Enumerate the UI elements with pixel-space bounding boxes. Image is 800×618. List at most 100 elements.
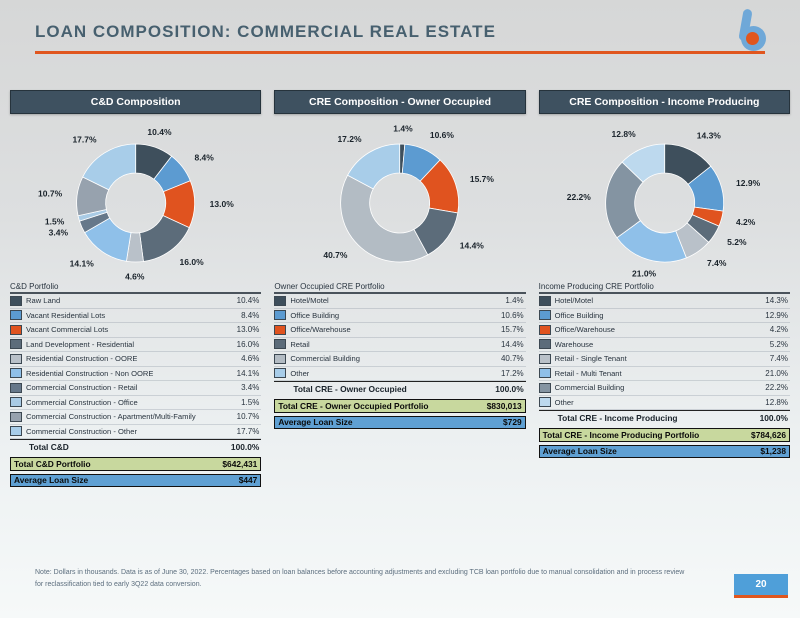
legend-row: Other 12.8% [538,396,790,410]
donut-slice-label: 4.6% [125,271,145,281]
panel-cd-composition: C&D Composition 10.4% 8.4% 13.0% 16.0% 4.6% 1… [10,90,262,487]
legend-row: Office/Warehouse 15.7% [274,323,526,338]
legend-value: 22.2% [765,383,788,393]
legend-row: Commercial Construction - Office 1.5% [10,396,262,410]
portfolio-label: Total CRE - Income Producing Portfolio [542,429,700,440]
legend-row: Residential Construction - Non OORE 14.1% [10,367,262,381]
donut-slice-label: 8.4% [194,152,214,162]
legend-value: 3.4% [241,383,260,393]
donut-slice-label: 14.4% [460,240,485,250]
donut-slice-label: 16.0% [180,257,205,267]
legend-swatch [538,295,551,306]
legend-row: Vacant Commercial Lots 13.0% [10,323,262,338]
panel-cre-owner-occupied: CRE Composition - Owner Occupied 1.4% 10.… [274,90,526,487]
legend-value: 14.3% [765,296,788,306]
legend-label: Commercial Construction - Apartment/Mult… [26,412,196,422]
donut-slice-label: 1.4% [394,123,414,133]
legend-value: 1.4% [505,296,524,306]
legend-value: 12.9% [765,310,788,320]
donut-slice-label: 4.2% [736,217,756,227]
donut-svg: 14.3% 12.9% 4.2% 5.2% 7.4% 21.0% 22.2% 12.8% [566,129,760,278]
slide-header: LOAN COMPOSITION: COMMERCIAL REAL ESTATE [0,0,800,54]
legend-row: Office Building 10.6% [274,309,526,323]
legend-label: Commercial Construction - Other [26,426,137,436]
legend-label: Commercial Building [290,354,360,364]
average-loan-size-row: Average Loan Size $1,238 [538,444,790,458]
legend-row: Commercial Construction - Retail 3.4% [10,381,262,396]
legend-label: Commercial Building [554,383,625,393]
owner-occupied-donut-chart: 1.4% 10.6% 15.7% 14.4% 40.7% 17.2% [274,116,525,282]
legend-label: Vacant Residential Lots [26,310,106,320]
legend-label: Residential Construction - Non OORE [26,368,154,378]
legend-label: Other [290,368,310,378]
legend-label: Land Development - Residential [26,339,135,349]
owner-occupied-portfolio-table: Owner Occupied CRE Portfolio Hotel/Motel… [274,282,526,429]
legend-row: Commercial Construction - Apartment/Mult… [10,410,262,425]
donut-slice [340,174,429,263]
portfolio-value: $642,431 [222,458,258,469]
legend-row: Other 17.2% [274,367,526,381]
donut-slice-label: 14.1% [70,258,95,268]
legend-swatch [10,426,22,437]
panel-title: C&D Composition [90,96,181,108]
legend-row: Vacant Residential Lots 8.4% [10,309,262,323]
avg-value: $447 [238,475,258,486]
legend-value: 8.4% [241,310,260,320]
legend-row: Hotel/Motel 1.4% [274,294,526,309]
legend-label: Office/Warehouse [554,325,616,335]
donut-slice-label: 22.2% [566,192,591,202]
donut-slice-label: 1.5% [45,217,65,227]
donut-slice-label: 17.7% [72,134,97,144]
legend-row: Commercial Building 40.7% [274,352,526,367]
donut-slice-label: 15.7% [470,174,495,184]
legend-row: Raw Land 10.4% [10,294,262,309]
portfolio-value: $830,013 [486,400,522,411]
legend-row: Office/Warehouse 4.2% [538,323,790,338]
legend-row: Office Building 12.9% [538,309,790,323]
legend-swatch [10,368,22,379]
legend-swatch [538,397,551,408]
portfolio-label: Total CRE - Owner Occupied Portfolio [278,400,429,411]
legend-label: Commercial Construction - Office [26,397,138,407]
legend-row: Retail - Single Tenant 7.4% [538,352,790,367]
total-value: 100.0% [230,442,260,452]
donut-slice-label: 10.6% [430,130,455,140]
income-producing-donut-chart: 14.3% 12.9% 4.2% 5.2% 7.4% 21.0% 22.2% 12.8% [539,116,790,282]
donut-svg: 1.4% 10.6% 15.7% 14.4% 40.7% 17.2% [324,123,495,263]
donut-slice-label: 3.4% [49,227,69,237]
legend-swatch [538,310,551,321]
legend-value: 40.7% [500,354,524,364]
legend-value: 17.7% [236,426,260,436]
avg-label: Average Loan Size [542,446,617,457]
donut-slice-label: 10.7% [38,188,63,198]
legend: Hotel/Motel 1.4% Office Building 10.6% Offic… [274,294,526,381]
donut-svg: 10.4% 8.4% 13.0% 16.0% 4.6% 14.1% 3.4%1.5% 10.7… [38,127,234,281]
panel-title: CRE Composition - Owner Occupied [308,96,491,108]
legend-value: 12.8% [765,397,788,407]
legend-value: 10.7% [236,412,260,422]
legend-row: Retail - Multi Tenant 21.0% [538,367,790,381]
legend-swatch [10,397,22,408]
legend-label: Hotel/Motel [554,296,594,306]
legend-label: Residential Construction - OORE [26,354,138,364]
legend-label: Raw Land [26,296,61,306]
legend-swatch [10,339,22,350]
legend-label: Commercial Construction - Retail [26,383,138,393]
legend-row: Warehouse 5.2% [538,338,790,352]
legend-label: Hotel/Motel [290,296,329,306]
legend-swatch [274,353,287,364]
avg-label: Average Loan Size [14,475,89,486]
legend: Hotel/Motel 14.3% Office Building 12.9% Offi… [538,294,790,410]
panel-header-owner-occupied: CRE Composition - Owner Occupied [274,90,526,114]
legend-swatch [10,295,22,306]
donut-slice-label: 21.0% [632,268,657,278]
legend-swatch [10,411,22,422]
cd-donut-chart: 10.4% 8.4% 13.0% 16.0% 4.6% 14.1% 3.4% 1.5% 10.7… [10,116,261,282]
avg-value: $1,238 [760,446,786,457]
legend-swatch [10,324,22,335]
legend-value: 1.5% [241,397,260,407]
total-row: Total C&D 100.0% [10,439,262,454]
total-row: Total CRE - Owner Occupied 100.0% [274,381,526,396]
average-loan-size-row: Average Loan Size $447 [10,473,262,487]
legend-swatch [10,310,22,321]
